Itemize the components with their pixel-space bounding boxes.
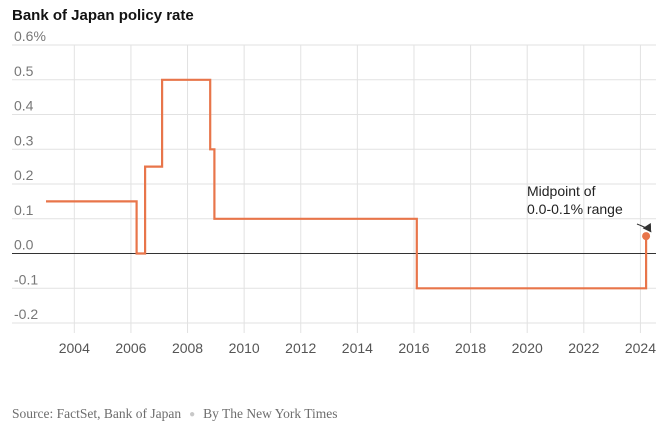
x-tick-label: 2020 [512,340,543,356]
y-tick-label: 0.3 [14,132,34,148]
credit-note: By The New York Times [203,406,338,421]
highlight-point [642,232,651,241]
x-tick-label: 2018 [455,340,486,356]
y-tick-label: 0.0 [14,237,34,253]
y-tick-label: -0.1 [14,271,38,287]
series [46,78,651,290]
annotation: Midpoint of 0.0-0.1% range [527,183,652,233]
x-tick-label: 2004 [59,340,90,356]
gridlines [12,44,656,333]
chart-title: Bank of Japan policy rate [12,7,194,24]
annotation-arrow [636,222,652,233]
annotation-text: 0.0-0.1% range [527,201,623,217]
chart-footer: Source: FactSet, Bank of Japan ● By The Ne… [12,406,338,422]
y-tick-label: 0.2 [14,167,34,183]
annotation-text: Midpoint of [527,183,596,199]
y-tick-label: -0.2 [14,306,38,322]
y-tick-label: 0.6% [14,28,46,44]
x-tick-label: 2016 [398,340,429,356]
y-tick-label: 0.5 [14,63,34,79]
x-tick-label: 2006 [115,340,146,356]
source-note: Source: FactSet, Bank of Japan [12,406,182,421]
x-tick-label: 2014 [342,340,373,356]
x-tick-label: 2024 [625,340,656,356]
x-axis: 2004 2006 2008 2010 2012 2014 2016 2018 2020 2022… [59,340,656,356]
x-tick-label: 2008 [172,340,203,356]
y-tick-label: 0.1 [14,202,34,218]
separator-dot: ● [189,409,196,420]
x-tick-label: 2022 [568,340,599,356]
x-tick-label: 2010 [229,340,260,356]
x-tick-label: 2012 [285,340,316,356]
y-tick-label: 0.4 [14,98,34,114]
y-axis: 0.6% 0.5 0.4 0.3 0.2 0.1 0.0 -0.1 -0.2 [14,28,46,322]
policy-rate-line [46,78,648,290]
